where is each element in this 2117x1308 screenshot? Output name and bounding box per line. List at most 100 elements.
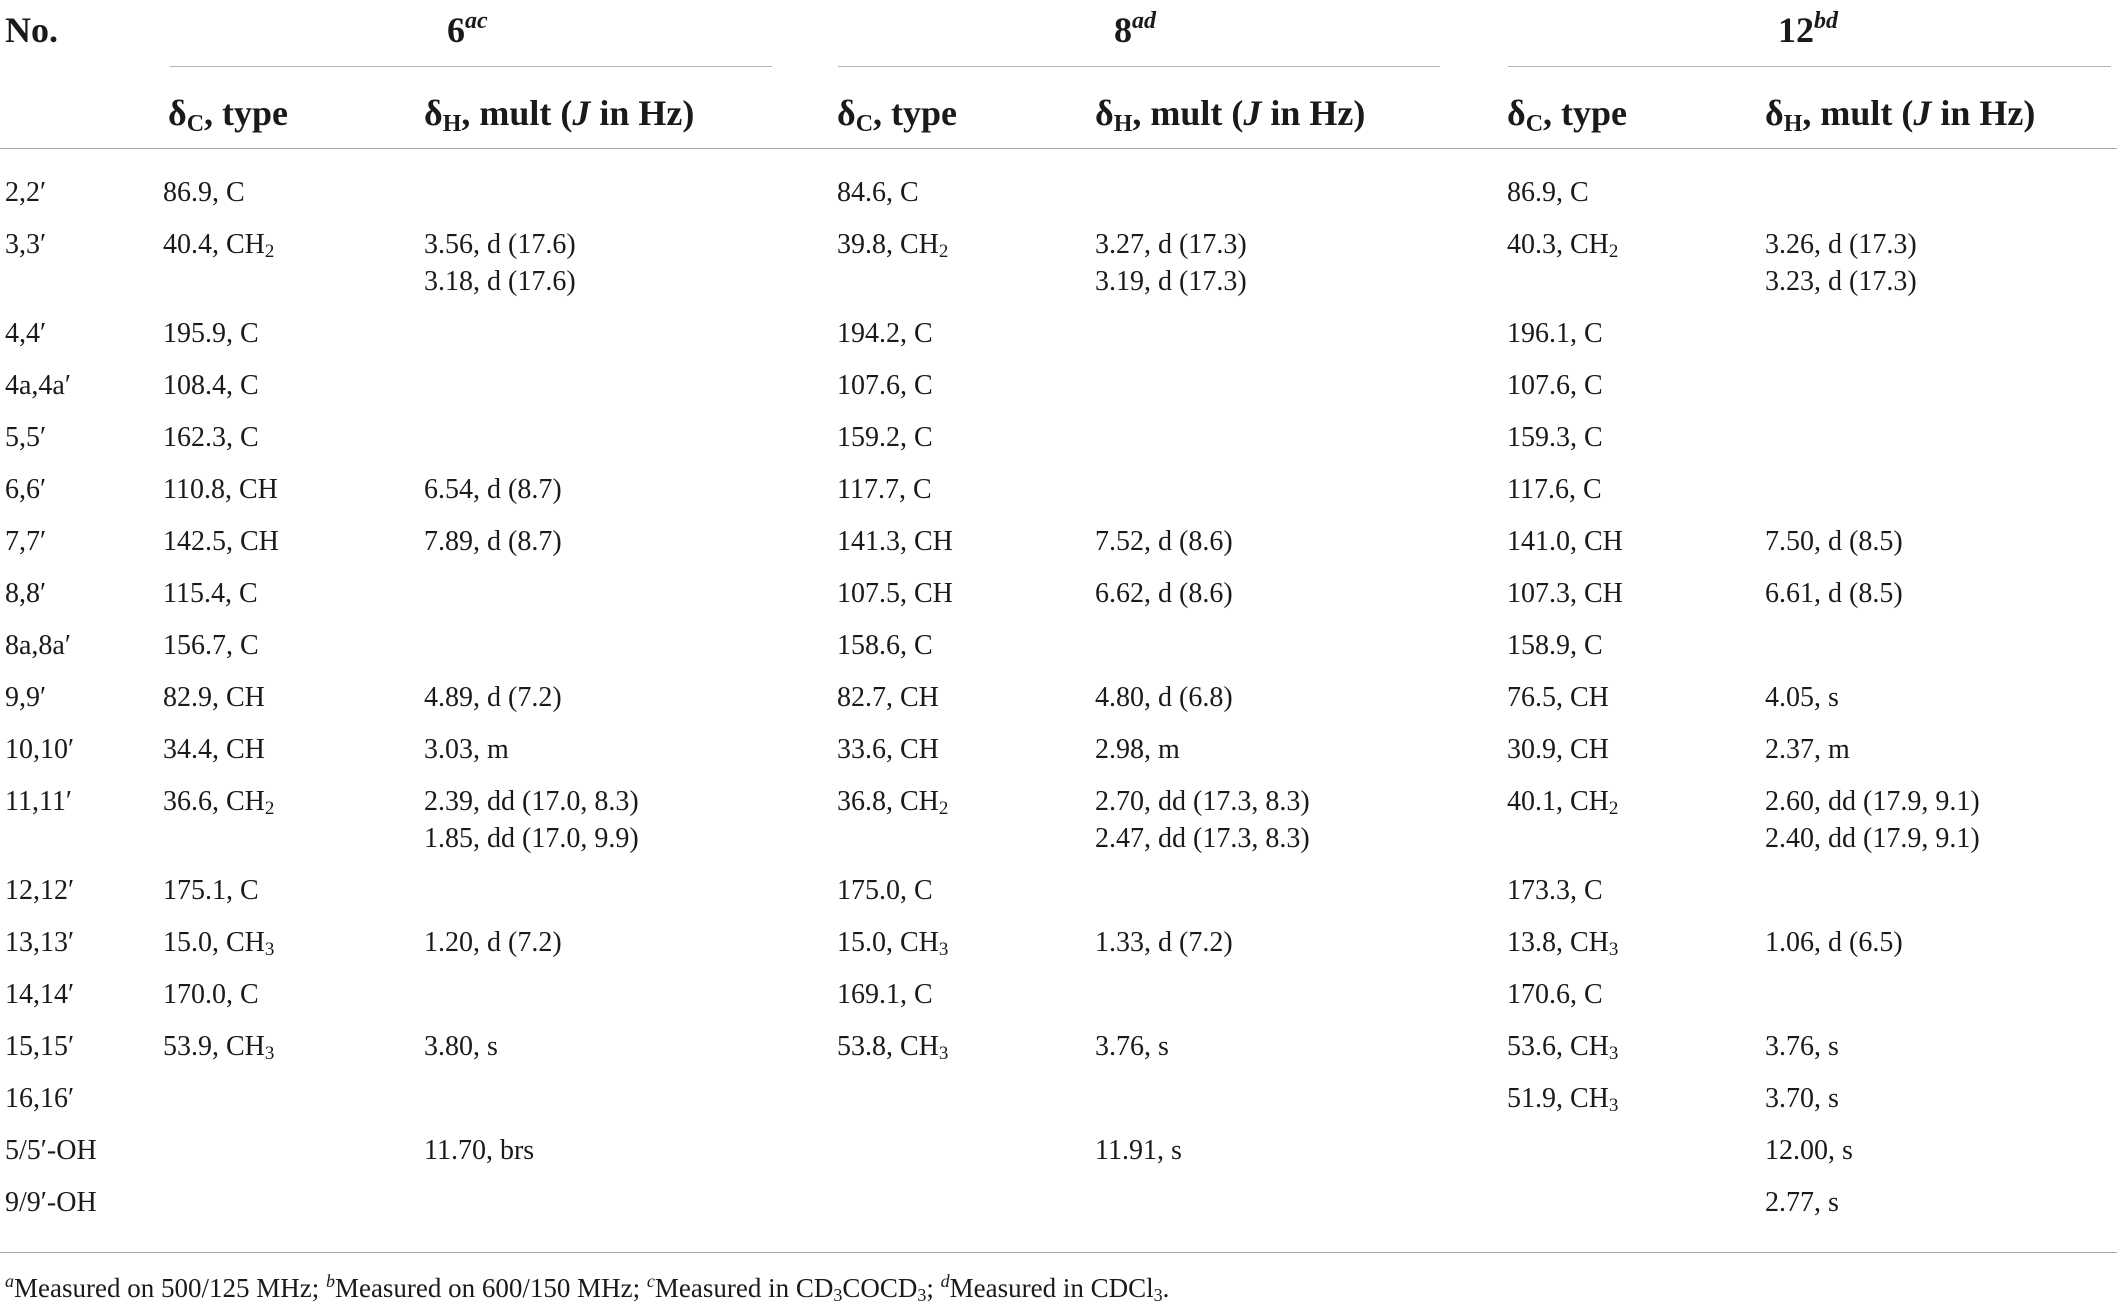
cell-line: 195.9, C [163, 318, 259, 349]
cell-position: 9,9′ [5, 682, 47, 713]
cell-dc-type-12: 141.0, CH [1507, 523, 1623, 560]
cell-dc-type-8: 33.6, CH [837, 731, 939, 768]
cell-position: 7,7′ [5, 526, 47, 557]
cell-dc-type-8: 39.8, CH2 [837, 226, 948, 263]
cell-line: 3.56, d (17.6) [424, 229, 576, 260]
cell-line: 2.47, dd (17.3, 8.3) [1095, 823, 1310, 854]
cell-line: 6.54, d (8.7) [424, 474, 562, 505]
cell-line: 141.3, CH [837, 526, 953, 557]
cell-line: 53.6, CH3 [1507, 1031, 1619, 1064]
cell-line: 4.80, d (6.8) [1095, 682, 1233, 713]
cell-line: 40.1, CH2 [1507, 786, 1619, 819]
cell-dh-mult-6: 7.89, d (8.7) [424, 523, 562, 560]
cell-dc-type-8: 141.3, CH [837, 523, 953, 560]
cell-line: 175.1, C [163, 875, 259, 906]
cell-line: 3.76, s [1765, 1031, 1839, 1062]
column-header-no: No. [5, 10, 58, 50]
table-footnote: aMeasured on 500/125 MHz; bMeasured on 6… [5, 1271, 1170, 1305]
cell-position: 4a,4a′ [5, 370, 71, 401]
cell-dh-mult-12: 4.05, s [1765, 679, 1839, 716]
cell-line: 173.3, C [1507, 875, 1603, 906]
cell-dc-type-12: 40.1, CH2 [1507, 783, 1618, 820]
cell-line: 2.70, dd (17.3, 8.3) [1095, 786, 1310, 817]
cell-line: 3.26, d (17.3) [1765, 229, 1917, 260]
cell-line: 3.23, d (17.3) [1765, 266, 1917, 297]
cell-position: 15,15′ [5, 1031, 75, 1062]
cell-line: 51.9, CH3 [1507, 1083, 1619, 1116]
cell-dh-mult-12: 3.76, s [1765, 1028, 1839, 1065]
cell-dh-mult-6: 6.54, d (8.7) [424, 471, 562, 508]
cell-dc-type-12: 170.6, C [1507, 976, 1603, 1013]
cell-dh-mult-8: 3.76, s [1095, 1028, 1169, 1065]
cell-dh-mult-8: 11.91, s [1095, 1132, 1182, 1169]
cell-line: 3.19, d (17.3) [1095, 266, 1247, 297]
cell-line: 7.52, d (8.6) [1095, 526, 1233, 557]
cell-dc-type-8: 36.8, CH2 [837, 783, 948, 820]
cell-position: 4,4′ [5, 318, 47, 349]
cell-dh-mult-12: 2.37, m [1765, 731, 1850, 768]
cell-line: 169.1, C [837, 979, 933, 1010]
cell-position: 12,12′ [5, 875, 75, 906]
cell-dc-type-12: 107.6, C [1507, 367, 1603, 404]
cell-line: 36.8, CH2 [837, 786, 949, 819]
cell-dc-type-12: 117.6, C [1507, 471, 1602, 508]
cell-line: 107.3, CH [1507, 578, 1623, 609]
cell-line: 3.70, s [1765, 1083, 1839, 1114]
cell-line: 15.0, CH3 [837, 927, 949, 960]
cell-dc-type-8: 82.7, CH [837, 679, 939, 716]
cell-dc-type-8: 159.2, C [837, 419, 933, 456]
cell-dh-mult-6: 3.56, d (17.6) 3.18, d (17.6) [424, 226, 576, 300]
cell-position: 11,11′ [5, 786, 73, 817]
cell-dc-type-12: 13.8, CH3 [1507, 924, 1618, 961]
cell-line: 82.9, CH [163, 682, 265, 713]
cell-line: 30.9, CH [1507, 734, 1609, 765]
cell-dh-mult-12: 7.50, d (8.5) [1765, 523, 1903, 560]
cell-dc-type-8: 53.8, CH3 [837, 1028, 948, 1065]
cell-dc-type-6: 40.4, CH2 [163, 226, 274, 263]
cell-dc-type-12: 30.9, CH [1507, 731, 1609, 768]
cell-dc-type-6: 110.8, CH [163, 471, 278, 508]
cell-dc-type-12: 107.3, CH [1507, 575, 1623, 612]
cell-dh-mult-12: 6.61, d (8.5) [1765, 575, 1903, 612]
cell-dc-type-6: 142.5, CH [163, 523, 279, 560]
cell-dh-mult-12: 3.26, d (17.3) 3.23, d (17.3) [1765, 226, 1917, 300]
cell-line: 2.60, dd (17.9, 9.1) [1765, 786, 1980, 817]
spanner-rule-8 [838, 66, 1440, 67]
cell-dc-type-8: 169.1, C [837, 976, 933, 1013]
cell-line: 82.7, CH [837, 682, 939, 713]
cell-dh-mult-12: 2.60, dd (17.9, 9.1) 2.40, dd (17.9, 9.1) [1765, 783, 1980, 857]
cell-line: 108.4, C [163, 370, 259, 401]
cell-line: 6.61, d (8.5) [1765, 578, 1903, 609]
cell-line: 11.70, brs [424, 1135, 535, 1166]
cell-line: 117.7, C [837, 474, 932, 505]
cell-dc-type-8: 117.7, C [837, 471, 932, 508]
cell-line: 1.33, d (7.2) [1095, 927, 1233, 958]
cell-line: 2.40, dd (17.9, 9.1) [1765, 823, 1980, 854]
cell-dc-type-6: 195.9, C [163, 315, 259, 352]
cell-line: 53.9, CH3 [163, 1031, 275, 1064]
cell-dc-type-6: 115.4, C [163, 575, 258, 612]
cell-dh-mult-8: 7.52, d (8.6) [1095, 523, 1233, 560]
subheader-dh-mult-6: δH, mult (J in Hz) [424, 93, 695, 137]
subheader-dh-mult-8: δH, mult (J in Hz) [1095, 93, 1366, 137]
cell-dh-mult-6: 1.20, d (7.2) [424, 924, 562, 961]
cell-line: 159.2, C [837, 422, 933, 453]
cell-dh-mult-12: 1.06, d (6.5) [1765, 924, 1903, 961]
cell-dh-mult-12: 12.00, s [1765, 1132, 1853, 1169]
cell-line: 115.4, C [163, 578, 258, 609]
cell-line: 1.06, d (6.5) [1765, 927, 1903, 958]
cell-dc-type-12: 40.3, CH2 [1507, 226, 1618, 263]
cell-dc-type-8: 15.0, CH3 [837, 924, 948, 961]
cell-line: 33.6, CH [837, 734, 939, 765]
cell-dc-type-12: 196.1, C [1507, 315, 1603, 352]
cell-dc-type-6: 82.9, CH [163, 679, 265, 716]
cell-line: 170.0, C [163, 979, 259, 1010]
compound-header-12: 12bd [1778, 8, 1838, 50]
table-bottom-rule [0, 1252, 2117, 1253]
cell-line: 6.62, d (8.6) [1095, 578, 1233, 609]
cell-line: 86.9, C [1507, 177, 1589, 208]
spanner-rule-6 [170, 66, 772, 67]
cell-line: 86.9, C [163, 177, 245, 208]
compound-header-6: 6ac [447, 8, 488, 50]
cell-position: 8,8′ [5, 578, 47, 609]
